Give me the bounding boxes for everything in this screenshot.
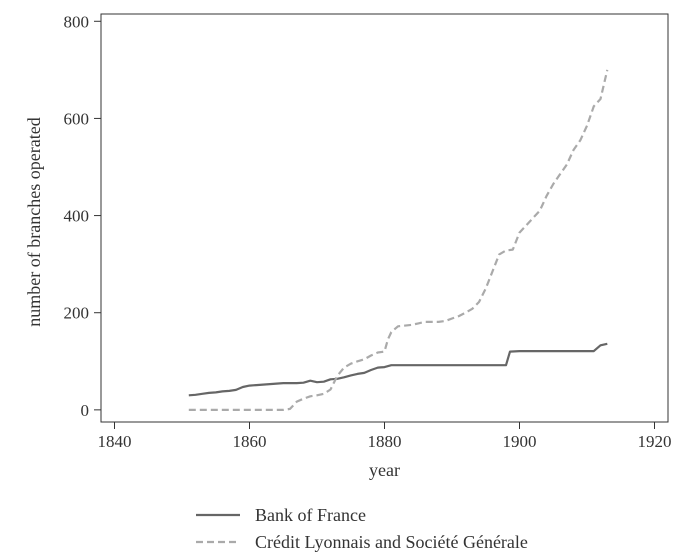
legend-label: Bank of France	[255, 505, 366, 525]
y-tick-label: 400	[64, 207, 90, 226]
y-tick-label: 200	[64, 304, 90, 323]
y-tick-label: 600	[64, 109, 90, 128]
series-line-bank-of-france	[188, 342, 608, 397]
plot-border	[100, 13, 669, 423]
x-axis-title: year	[369, 460, 400, 480]
series-layer	[188, 69, 609, 411]
y-tick-label: 800	[64, 12, 90, 31]
x-tick-label: 1900	[503, 432, 537, 451]
ticks-layer: 1840 1860 1880 1900 1920 0 200 400 600 800	[64, 12, 672, 451]
legend: Bank of France Crédit Lyonnais and Sociét…	[196, 505, 528, 552]
y-axis-title: number of branches operated	[24, 117, 44, 326]
legend-label: Crédit Lyonnais and Société Générale	[255, 532, 528, 552]
plot-frame	[100, 13, 669, 423]
x-tick-label: 1860	[233, 432, 267, 451]
x-tick-label: 1840	[98, 432, 132, 451]
x-tick-label: 1880	[368, 432, 402, 451]
x-tick-label: 1920	[638, 432, 672, 451]
series-line-credit-lyonnais-societe-generale	[188, 69, 609, 411]
y-tick-label: 0	[81, 401, 90, 420]
